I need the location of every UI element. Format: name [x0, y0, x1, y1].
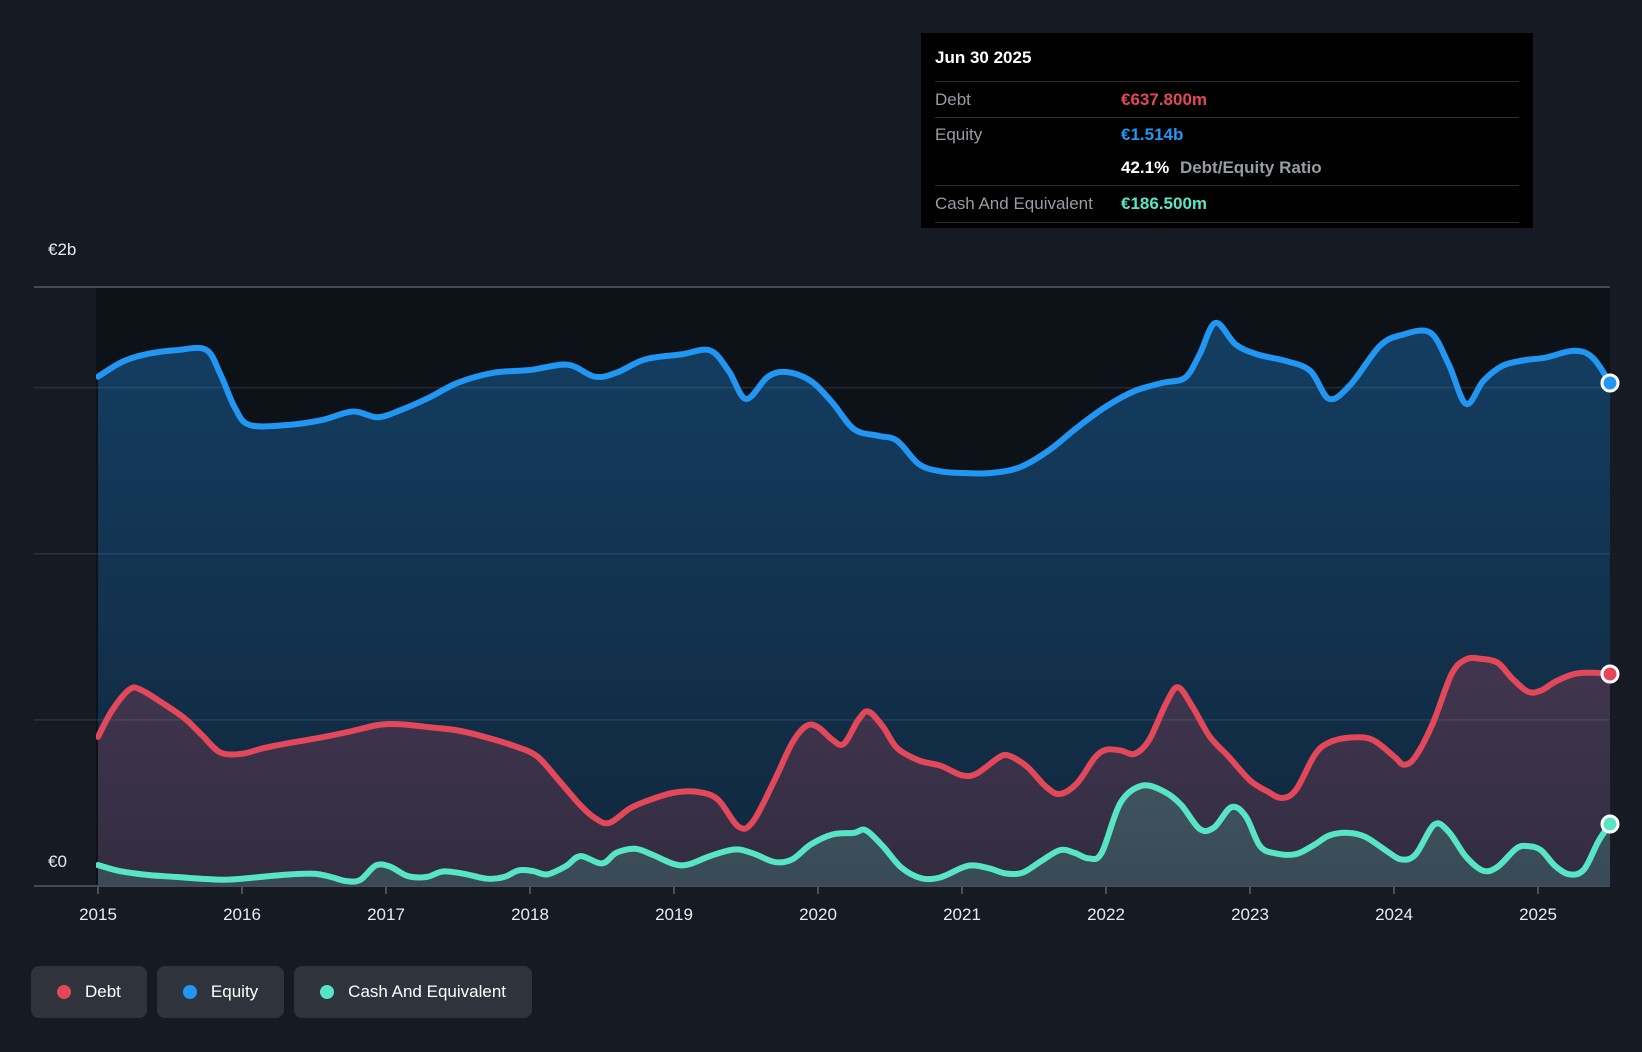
chart-legend: Debt Equity Cash And Equivalent [31, 966, 533, 1018]
x-tick-label-2016: 2016 [223, 905, 261, 924]
legend-item-debt[interactable]: Debt [31, 966, 147, 1018]
tooltip-cash-value: €186.500m [1121, 194, 1208, 213]
tooltip-equity-value: €1.514b [1121, 124, 1184, 144]
x-tick-label-2022: 2022 [1087, 905, 1125, 924]
x-tick-label-2015: 2015 [79, 905, 117, 924]
line-debt[interactable] [96, 654, 1610, 832]
tooltip-date: Jun 30 2025 [935, 48, 1032, 67]
tooltip-ratio-label: Debt/Equity Ratio [1179, 158, 1322, 177]
tooltip-row-equity: Equity €1.514b [935, 117, 1519, 151]
tooltip-cash-label: Cash And Equivalent [935, 194, 1093, 213]
endpoint-marker[interactable] [1600, 664, 1620, 684]
legend-cash-label: Cash And Equivalent [348, 982, 507, 1001]
x-tick-label-2023: 2023 [1231, 905, 1269, 924]
endpoint-marker[interactable] [1600, 373, 1620, 393]
x-tick-label-2019: 2019 [655, 905, 693, 924]
legend-debt-label: Debt [85, 982, 121, 1001]
tooltip-row-cash: Cash And Equivalent €186.500m [935, 185, 1519, 223]
line-cash-and-equivalent[interactable] [96, 782, 1610, 885]
chart-tooltip: Jun 30 2025 Debt €637.800m Equity €1.514… [921, 33, 1533, 228]
x-tick-label-2025: 2025 [1519, 905, 1557, 924]
y-axis-zero-label: €0 [48, 852, 67, 871]
legend-item-cash[interactable]: Cash And Equivalent [294, 966, 533, 1018]
y-axis-max-label: €2b [48, 240, 77, 259]
legend-equity-label: Equity [210, 982, 259, 1001]
legend-item-equity[interactable]: Equity [156, 966, 285, 1018]
x-tick-label-2021: 2021 [943, 905, 981, 924]
equity-dot-icon [182, 985, 197, 999]
tooltip-debt-value: €637.800m [1121, 89, 1208, 109]
x-tick-label-2020: 2020 [799, 905, 837, 924]
x-tick-label-2018: 2018 [511, 905, 549, 924]
tooltip-row-ratio: 42.1% Debt/Equity Ratio [935, 151, 1519, 185]
line-equity[interactable] [96, 319, 1610, 477]
x-tick-label-2024: 2024 [1375, 905, 1413, 924]
endpoint-marker[interactable] [1600, 814, 1620, 834]
cash-dot-icon [320, 985, 335, 999]
debt-dot-icon [57, 985, 71, 999]
tooltip-row-debt: Debt €637.800m [935, 81, 1519, 117]
tooltip-ratio-value: 42.1% [1121, 158, 1170, 177]
tooltip-equity-label: Equity [935, 124, 983, 144]
x-tick-label-2017: 2017 [367, 905, 405, 924]
tooltip-debt-label: Debt [935, 89, 971, 109]
